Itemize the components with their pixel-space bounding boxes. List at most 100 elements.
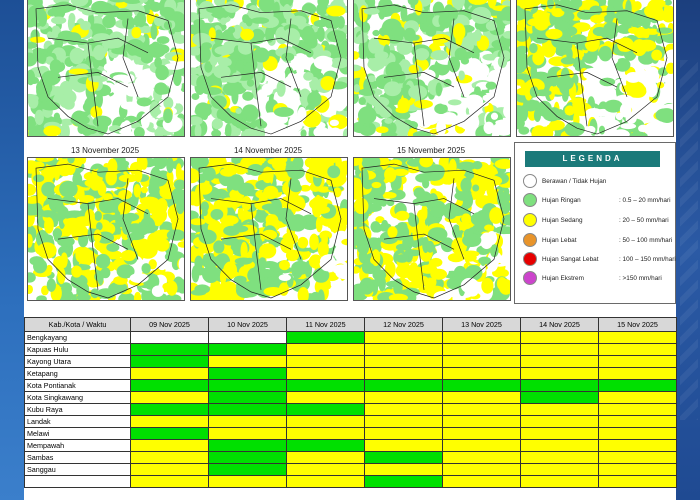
forecast-cell [520,451,599,464]
forecast-cell [364,427,443,440]
table-row: Melawi [24,427,677,440]
forecast-cell [130,439,209,452]
legend-value: : 20 – 50 mm/hari [619,216,669,224]
forecast-cell [442,391,521,404]
header-date: 14 Nov 2025 [520,317,599,332]
forecast-cell [598,451,677,464]
legend-swatch-icon [523,252,537,266]
legend-item: Hujan Ekstrem: >150 mm/hari [523,270,673,286]
forecast-cell [208,451,287,464]
region-name: Sanggau [24,463,131,476]
forecast-cell [364,391,443,404]
right-background [676,0,700,500]
forecast-cell [208,367,287,380]
forecast-cell [598,331,677,344]
forecast-cell [598,355,677,368]
forecast-cell [130,475,209,488]
legend-swatch-icon [523,271,537,285]
forecast-cell [130,355,209,368]
forecast-cell [286,343,365,356]
legend-label: Hujan Sangat Lebat [542,255,599,263]
forecast-cell [442,427,521,440]
forecast-table: Kab./Kota / Waktu 09 Nov 2025 10 Nov 2025 1… [24,317,677,488]
forecast-cell [520,331,599,344]
forecast-cell [286,475,365,488]
legend-item: Hujan Sangat Lebat : 100 – 150 mm/hari [523,251,676,267]
header-date: 12 Nov 2025 [364,317,443,332]
table-row: Kubu Raya [24,403,677,416]
forecast-cell [442,403,521,416]
forecast-cell [520,367,599,380]
legend-swatch-icon [523,233,537,247]
table-row: Kota Pontianak [24,379,677,392]
forecast-cell [520,391,599,404]
forecast-cell [286,439,365,452]
map-date-label: 14 November 2025 [233,146,303,155]
table-row: Kota Singkawang [24,391,677,404]
rain-map-2 [190,0,348,137]
forecast-cell [520,343,599,356]
forecast-cell [364,367,443,380]
legend-item: Hujan Ringan: 0.5 – 20 mm/hari [523,192,673,208]
forecast-cell [598,439,677,452]
forecast-cell [130,427,209,440]
legend-item: Berawan / Tidak Hujan [523,173,673,189]
forecast-cell [520,403,599,416]
forecast-cell [130,391,209,404]
forecast-cell [598,475,677,488]
forecast-cell [442,331,521,344]
region-name: Kayong Utara [24,355,131,368]
region-name: Ketapang [24,367,131,380]
region-name: Bengkayang [24,331,131,344]
forecast-cell [442,379,521,392]
table-row [24,475,677,488]
forecast-cell [208,427,287,440]
forecast-cell [130,451,209,464]
header-date: 13 Nov 2025 [442,317,521,332]
legend-label: Hujan Ekstrem [542,274,584,282]
forecast-cell [598,391,677,404]
map-date-label: 15 November 2025 [396,146,466,155]
forecast-cell [442,367,521,380]
forecast-cell [520,415,599,428]
forecast-cell [520,379,599,392]
legend-label: Hujan Sedang [542,216,583,224]
region-name: Kota Singkawang [24,391,131,404]
table-row: Ketapang [24,367,677,380]
region-name: Kapuas Hulu [24,343,131,356]
forecast-cell [598,379,677,392]
forecast-cell [286,427,365,440]
forecast-cell [598,463,677,476]
table-row: Kapuas Hulu [24,343,677,356]
forecast-cell [520,355,599,368]
forecast-cell [442,415,521,428]
legend-swatch-icon [523,193,537,207]
forecast-cell [364,463,443,476]
forecast-cell [130,379,209,392]
legend-value: : 100 – 150 mm/hari [619,255,676,263]
forecast-cell [286,355,365,368]
rain-map-1 [27,0,185,137]
forecast-cell [364,475,443,488]
forecast-cell [520,475,599,488]
forecast-cell [364,343,443,356]
legend-value: : 0.5 – 20 mm/hari [619,196,671,204]
region-name: Mempawah [24,439,131,452]
forecast-cell [364,415,443,428]
header-date: 11 Nov 2025 [286,317,365,332]
forecast-cell [286,331,365,344]
rain-map-4 [516,0,674,137]
left-background [0,0,24,500]
forecast-cell [286,451,365,464]
forecast-cell [286,463,365,476]
rain-map-15-nov [353,157,511,301]
forecast-cell [208,463,287,476]
forecast-cell [442,463,521,476]
forecast-cell [520,427,599,440]
forecast-cell [286,379,365,392]
rain-map-3 [353,0,511,137]
forecast-cell [286,367,365,380]
forecast-cell [364,403,443,416]
legend-swatch-icon [523,213,537,227]
legend-box: LEGENDA Berawan / Tidak Hujan Hujan Ringa… [514,142,676,304]
